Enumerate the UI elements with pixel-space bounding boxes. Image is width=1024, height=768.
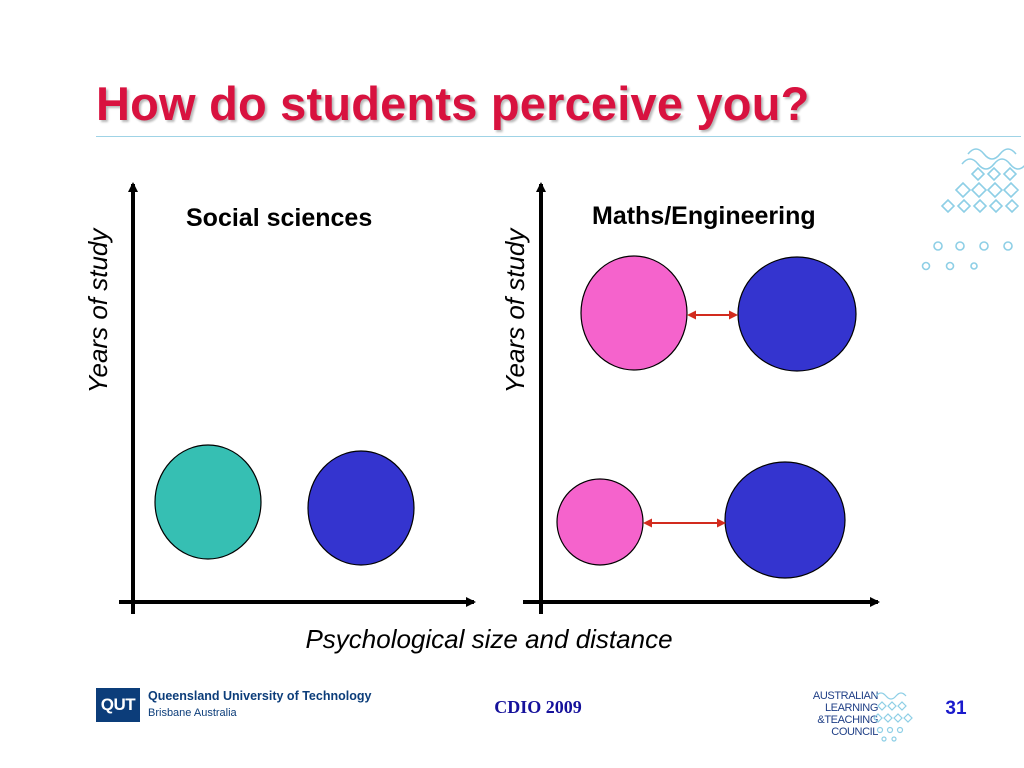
event-label: CDIO 2009 bbox=[494, 697, 582, 717]
right-y-axis-label: Years of study bbox=[500, 228, 530, 394]
altc-line-3: &TEACHING bbox=[817, 714, 878, 726]
teal-circle bbox=[154, 444, 262, 560]
right-panel-title: Maths/Engineering bbox=[592, 202, 816, 230]
title-divider bbox=[96, 136, 1021, 137]
qut-logo-mark: QUT bbox=[96, 688, 140, 722]
slide-number: 31 bbox=[945, 698, 967, 719]
qut-location: Brisbane Australia bbox=[148, 707, 237, 719]
qut-logo: QUT Queensland University of Technology … bbox=[96, 688, 371, 722]
altc-line-1: AUSTRALIAN bbox=[812, 690, 878, 702]
left-panel-title: Social sciences bbox=[186, 204, 373, 232]
qut-name: Queensland University of Technology bbox=[148, 689, 372, 703]
blue-circle bbox=[307, 450, 415, 566]
altc-line-4: COUNCIL bbox=[831, 726, 878, 738]
slide-title: How do students perceive you? bbox=[96, 77, 810, 130]
decorative-wave-pattern bbox=[921, 148, 1024, 271]
right-panel-circles bbox=[556, 255, 857, 579]
pink-circle-lower bbox=[556, 478, 644, 566]
blue-circle-lower bbox=[724, 461, 846, 579]
right-panel-axes bbox=[523, 182, 880, 614]
blue-circle-upper bbox=[737, 256, 857, 372]
x-axis-label: Psychological size and distance bbox=[305, 624, 673, 654]
left-y-axis-label: Years of study bbox=[83, 228, 113, 394]
altc-logo-icon bbox=[873, 692, 913, 742]
left-panel-circles bbox=[154, 444, 415, 566]
pink-circle-upper bbox=[580, 255, 688, 371]
altc-line-2: LEARNING bbox=[824, 702, 878, 714]
altc-logo-text: AUSTRALIAN LEARNING &TEACHING COUNCIL bbox=[774, 690, 878, 738]
left-panel-axes bbox=[119, 182, 476, 614]
